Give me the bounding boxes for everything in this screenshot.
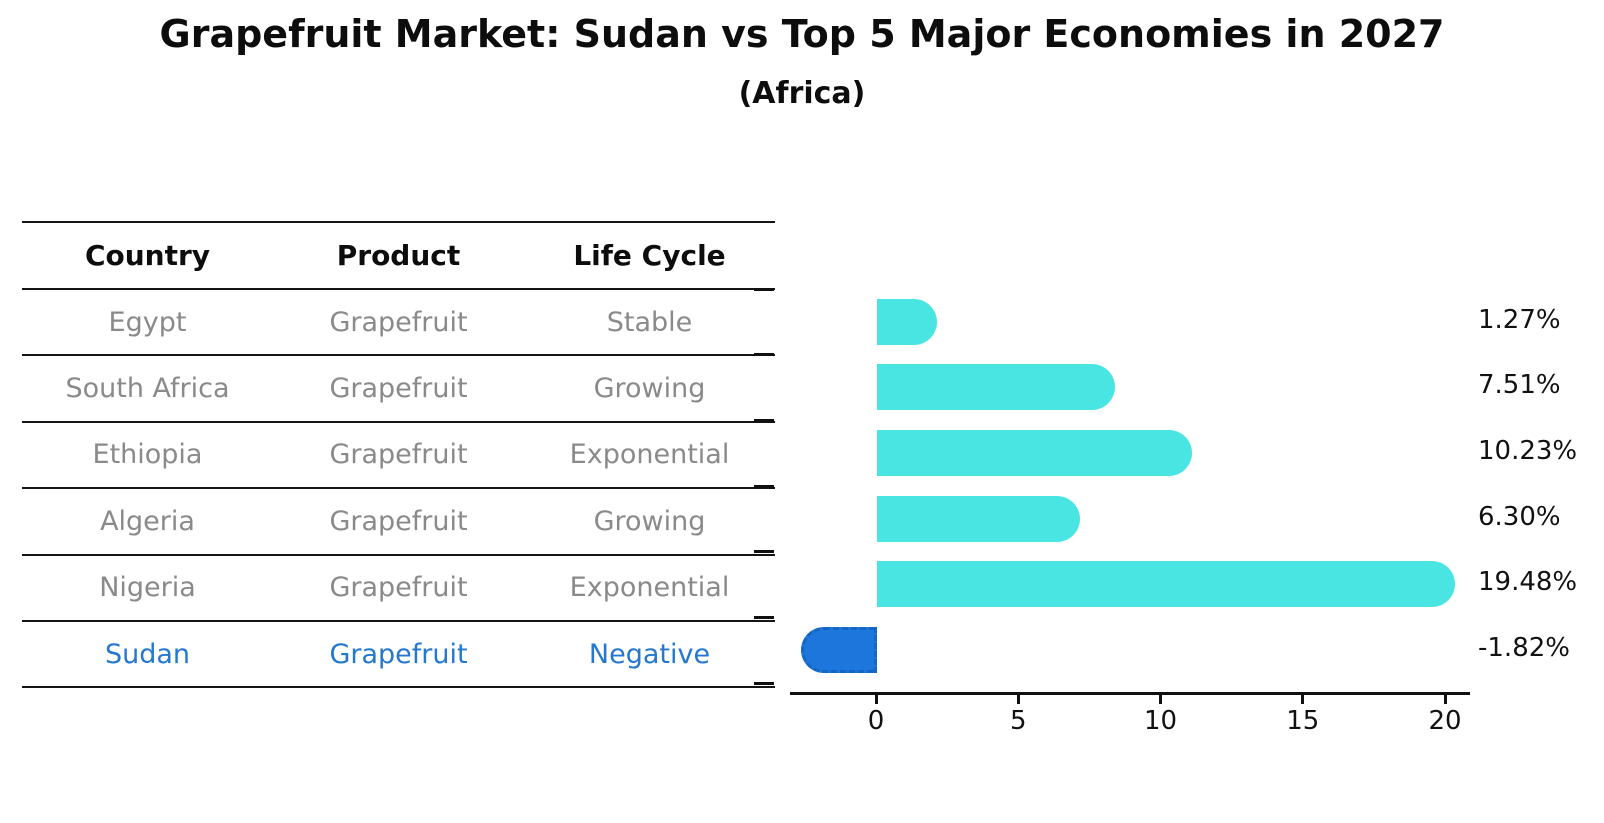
x-axis-tick-label: 15 xyxy=(1286,706,1320,736)
cell-country: Egypt xyxy=(108,306,187,338)
x-axis-tick xyxy=(874,695,878,704)
cell-life-cycle: Growing xyxy=(593,373,706,405)
x-axis-tick xyxy=(1159,695,1162,704)
cell-country: Algeria xyxy=(100,505,195,537)
cell-life-cycle: Growing xyxy=(593,505,706,537)
x-axis-tick-label: 20 xyxy=(1428,706,1462,736)
bar-nigeria xyxy=(877,561,1456,608)
cell-product: Grapefruit xyxy=(329,572,468,604)
column-header-product: Product xyxy=(336,239,461,272)
cell-product: Grapefruit xyxy=(329,505,468,537)
cell-product: Grapefruit xyxy=(329,306,468,338)
x-axis-tick xyxy=(1443,695,1447,704)
table-row: Algeria Grapefruit Growing xyxy=(22,489,775,556)
table-row: Egypt Grapefruit Stable xyxy=(22,290,775,357)
cell-product: Grapefruit xyxy=(329,373,468,405)
y-axis-tick xyxy=(754,419,774,422)
bar-value-label: -1.82% xyxy=(1478,633,1570,663)
bar-egypt xyxy=(877,298,938,345)
bar-value-label: 10.23% xyxy=(1478,435,1578,466)
bar-value-label: 19.48% xyxy=(1478,567,1578,598)
cell-country: Ethiopia xyxy=(92,439,203,471)
y-axis-tick xyxy=(754,287,774,291)
x-axis-tick-label: 10 xyxy=(1143,706,1178,736)
table-row: Nigeria Grapefruit Exponential xyxy=(22,556,775,622)
bar-value-label: 7.51% xyxy=(1478,370,1561,401)
table-row: Sudan Grapefruit Negative xyxy=(22,622,775,689)
cell-product: Grapefruit xyxy=(329,638,468,670)
cell-life-cycle: Stable xyxy=(606,306,693,338)
x-axis-tick-label: 5 xyxy=(1009,706,1027,736)
x-axis-tick xyxy=(1016,695,1020,704)
y-axis-tick xyxy=(754,550,774,554)
y-axis-tick xyxy=(754,616,774,620)
cell-country: South Africa xyxy=(65,373,230,405)
cell-country: Sudan xyxy=(104,638,191,670)
bar-value-label: 6.30% xyxy=(1478,501,1561,532)
cell-product: Grapefruit xyxy=(329,439,468,471)
table-header-row: Country Product Life Cycle xyxy=(22,223,775,290)
cell-country: Nigeria xyxy=(99,572,196,604)
bar-sudan xyxy=(801,627,877,673)
bar-value-label: 1.27% xyxy=(1478,304,1561,335)
country-table: Country Product Life Cycle Egypt Grapefru… xyxy=(22,221,775,689)
cell-life-cycle: Exponential xyxy=(569,572,730,604)
column-header-life-cycle: Life Cycle xyxy=(573,239,726,272)
cell-life-cycle: Negative xyxy=(588,638,711,670)
bar-south-africa xyxy=(877,364,1115,411)
table-body: Egypt Grapefruit Stable South Africa Grapefr… xyxy=(22,290,775,689)
bar-algeria xyxy=(877,495,1081,542)
bar-ethiopia xyxy=(877,429,1193,476)
page-subtitle: (Africa) xyxy=(738,76,866,111)
x-axis-tick xyxy=(1301,695,1305,704)
x-axis-tick-label: 0 xyxy=(867,706,885,736)
y-axis-tick xyxy=(754,681,774,685)
y-axis-tick xyxy=(754,484,774,488)
x-axis-line xyxy=(790,692,1470,695)
cell-life-cycle: Exponential xyxy=(569,439,730,471)
column-header-country: Country xyxy=(84,239,211,272)
table-row: South Africa Grapefruit Growing xyxy=(22,356,775,423)
table-row: Ethiopia Grapefruit Exponential xyxy=(22,423,775,490)
page-title: Grapefruit Market: Sudan vs Top 5 Major … xyxy=(159,12,1445,56)
y-axis-tick xyxy=(754,353,774,357)
